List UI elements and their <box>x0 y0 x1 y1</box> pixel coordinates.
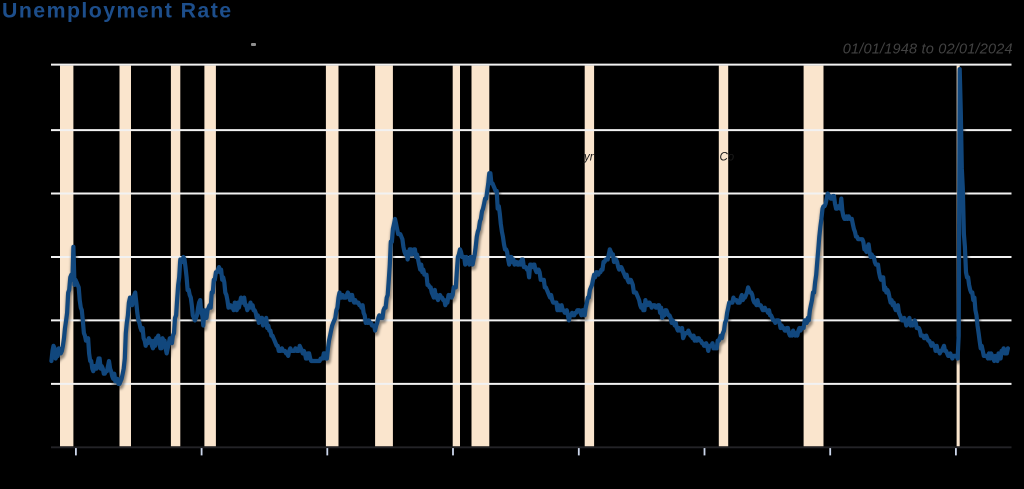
svg-text:01/01/1948 to 02/01/2024: 01/01/1948 to 02/01/2024 <box>843 42 1013 58</box>
svg-text:yr: yr <box>583 152 595 164</box>
svg-text:Unemployment Rate: Unemployment Rate <box>2 0 233 23</box>
svg-text:Co: Co <box>720 152 735 164</box>
